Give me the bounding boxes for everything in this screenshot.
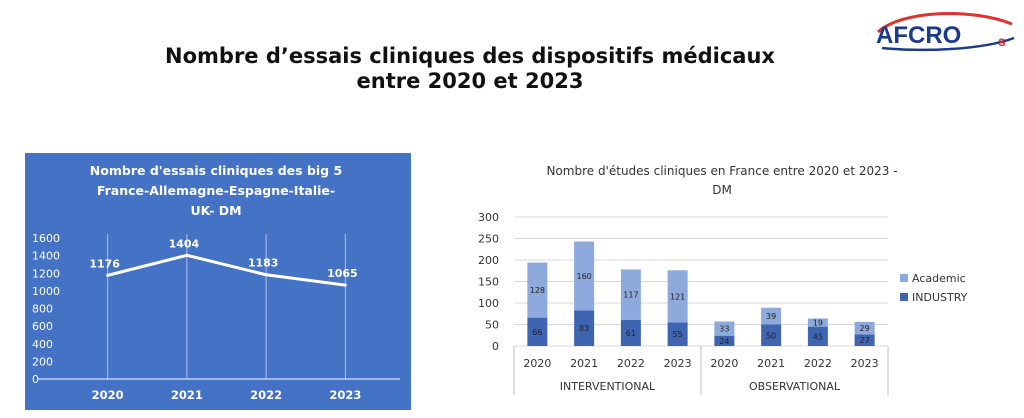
y-tick-label: 100 xyxy=(478,297,499,310)
x-tick-label: 2022 xyxy=(617,357,645,370)
data-label-academic: 121 xyxy=(670,292,685,301)
y-tick-label: 0 xyxy=(32,373,39,386)
data-point xyxy=(185,253,189,257)
afcros-logo-graphic: AFCRO s xyxy=(876,12,1015,52)
data-label-industry: 83 xyxy=(579,324,589,333)
data-label: 1183 xyxy=(248,257,279,270)
x-tick-label: 2023 xyxy=(851,357,879,370)
data-point xyxy=(264,273,268,277)
line-chart-title-line: UK- DM xyxy=(190,203,241,218)
page-title: Nombre d’essais cliniques des dispositif… xyxy=(60,44,880,94)
y-tick-label: 200 xyxy=(478,254,499,267)
bar-chart-title-line: DM xyxy=(712,183,732,197)
line-chart-title-line: France-Allemagne-Espagne-Italie- xyxy=(97,183,335,198)
bar-segment-industry xyxy=(761,324,782,346)
page-title-line-1: Nombre d’essais cliniques des dispositif… xyxy=(165,44,775,68)
bar-segment-industry xyxy=(620,319,641,346)
data-label-industry: 50 xyxy=(766,331,776,340)
x-tick-label: 2022 xyxy=(250,388,282,402)
y-tick-label: 150 xyxy=(478,276,499,289)
bar-segment-academic xyxy=(854,321,875,335)
y-tick-label: 1000 xyxy=(32,285,60,298)
bar-segment-academic xyxy=(620,269,641,320)
data-label: 1176 xyxy=(89,257,120,270)
logo-text: AFCRO xyxy=(876,22,961,49)
x-tick-label: 2020 xyxy=(523,357,551,370)
data-label-industry: 24 xyxy=(719,337,729,346)
bar-segment-academic xyxy=(527,262,548,318)
x-tick-label: 2022 xyxy=(804,357,832,370)
bar-segment-industry xyxy=(527,317,548,346)
bar-segment-academic xyxy=(714,321,735,336)
x-tick-label: 2020 xyxy=(92,388,124,402)
legend-swatch xyxy=(900,293,908,301)
x-tick-label: 2021 xyxy=(757,357,785,370)
data-label-academic: 19 xyxy=(813,319,823,328)
line-chart-title-line: Nombre d'essais cliniques des big 5 xyxy=(90,163,342,178)
bar-segment-academic xyxy=(761,307,782,325)
y-tick-label: 250 xyxy=(478,233,499,246)
data-label-industry: 27 xyxy=(860,336,870,345)
data-point xyxy=(343,283,347,287)
data-point xyxy=(106,273,110,277)
data-label: 1065 xyxy=(327,267,358,280)
data-label-industry: 55 xyxy=(673,330,683,339)
y-tick-label: 300 xyxy=(478,211,499,224)
data-label-academic: 128 xyxy=(530,286,545,295)
series-line xyxy=(107,253,346,287)
bar-segment-industry xyxy=(714,335,735,346)
group-label: OBSERVATIONAL xyxy=(749,380,841,393)
bar-chart-title-line: Nombre d'études cliniques en France entr… xyxy=(546,164,897,178)
data-label-academic: 39 xyxy=(766,312,776,321)
bar-segment-industry xyxy=(854,334,875,346)
y-tick-label: 1600 xyxy=(32,232,60,245)
x-tick-label: 2021 xyxy=(171,388,203,402)
data-label-industry: 66 xyxy=(532,328,542,337)
big5-line-chart: Nombre d'essais cliniques des big 5 Franc… xyxy=(25,153,411,410)
y-tick-label: 50 xyxy=(485,319,499,332)
data-label-academic: 117 xyxy=(623,291,638,300)
bar-segment-industry xyxy=(574,310,595,346)
x-tick-label: 2021 xyxy=(570,357,598,370)
logo-suffix: s xyxy=(998,33,1006,49)
bar-segment-industry xyxy=(667,322,688,346)
legend-label: INDUSTRY xyxy=(912,291,968,304)
y-tick-label: 800 xyxy=(32,303,53,316)
data-label-industry: 61 xyxy=(626,329,636,338)
y-tick-label: 1200 xyxy=(32,267,60,280)
y-tick-label: 400 xyxy=(32,338,53,351)
france-stacked-bar-chart: Nombre d'études cliniques en France entr… xyxy=(470,155,990,405)
data-label-academic: 160 xyxy=(576,272,591,281)
x-tick-label: 2023 xyxy=(329,388,361,402)
bar-segment-academic xyxy=(667,270,688,323)
y-tick-label: 200 xyxy=(32,355,53,368)
y-tick-label: 600 xyxy=(32,320,53,333)
x-tick-label: 2023 xyxy=(664,357,692,370)
bar-segment-academic xyxy=(574,241,595,311)
legend-swatch xyxy=(900,274,908,282)
y-tick-label: 1400 xyxy=(32,250,60,263)
data-label-academic: 29 xyxy=(860,324,870,333)
page-title-line-2: entre 2020 et 2023 xyxy=(356,69,584,93)
group-label: INTERVENTIONAL xyxy=(560,380,656,393)
bar-segment-academic xyxy=(807,318,828,327)
x-tick-label: 2020 xyxy=(710,357,738,370)
afcros-logo: AFCRO s xyxy=(872,8,1018,52)
y-tick-label: 0 xyxy=(492,340,499,353)
big5-line-chart-svg: Nombre d'essais cliniques des big 5 Franc… xyxy=(32,163,400,402)
bar-segment-industry xyxy=(807,326,828,346)
data-label-industry: 45 xyxy=(813,332,823,341)
data-label-academic: 33 xyxy=(719,325,729,334)
legend-label: Academic xyxy=(912,272,966,285)
france-bar-chart-svg: Nombre d'études cliniques en France entr… xyxy=(478,164,968,395)
data-label: 1404 xyxy=(169,237,200,250)
